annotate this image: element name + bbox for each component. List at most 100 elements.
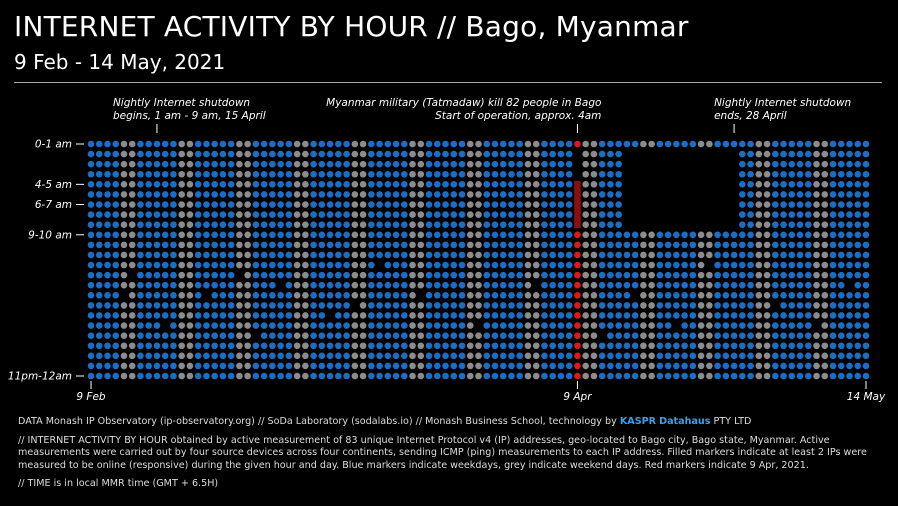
activity-dot (450, 342, 458, 350)
activity-dot (392, 352, 400, 360)
activity-dot (95, 221, 103, 228)
activity-dot (582, 271, 589, 279)
activity-dot (590, 150, 598, 158)
activity-dot (186, 271, 194, 279)
activity-dot (607, 181, 614, 188)
activity-dot (804, 251, 812, 259)
activity-dot (788, 332, 796, 339)
activity-dot (277, 241, 284, 249)
activity-dot (574, 352, 581, 360)
activity-dot (178, 251, 185, 259)
activity-dot (335, 221, 342, 228)
activity-dot (277, 191, 284, 198)
activity-dot (359, 150, 367, 158)
activity-dot (153, 332, 161, 339)
activity-dot (310, 251, 317, 259)
activity-dot (211, 150, 218, 158)
activity-dot (392, 170, 400, 178)
activity-dot (269, 271, 276, 279)
activity-dot (170, 191, 177, 198)
activity-dot (252, 191, 260, 198)
activity-dot (648, 271, 655, 279)
activity-dot (293, 271, 301, 279)
activity-dot (615, 140, 622, 148)
activity-dot (491, 292, 499, 299)
activity-dot (186, 372, 194, 380)
activity-dot (763, 312, 771, 319)
activity-dot (277, 292, 284, 299)
activity-dot (318, 322, 326, 329)
activity-dot (780, 251, 787, 259)
activity-dot (598, 241, 606, 249)
activity-dot (137, 352, 144, 360)
activity-dot (120, 160, 128, 168)
activity-dot (466, 221, 474, 228)
activity-dot (450, 372, 458, 380)
activity-dot (203, 261, 210, 269)
activity-dot (368, 211, 375, 218)
activity-dot (236, 221, 243, 228)
activity-dot (780, 261, 787, 269)
activity-dot (128, 372, 136, 380)
activity-dot (384, 191, 392, 198)
activity-dot (755, 271, 763, 279)
activity-dot (780, 322, 787, 329)
activity-dot (161, 362, 169, 370)
activity-dot (574, 261, 581, 269)
activity-dot (524, 281, 532, 289)
activity-dot (343, 292, 350, 299)
activity-dot (252, 170, 260, 178)
activity-dot (862, 352, 870, 360)
activity-dot (499, 302, 507, 309)
activity-dot (590, 241, 598, 249)
activity-dot (244, 292, 251, 299)
activity-dot (170, 352, 177, 360)
activity-dot (269, 302, 276, 309)
activity-dot (310, 312, 317, 319)
activity-dot (508, 221, 515, 228)
y-tick-label: 11pm-12am (8, 371, 72, 383)
activity-dot (203, 372, 210, 380)
activity-dot (714, 352, 721, 360)
activity-dot (178, 181, 185, 188)
activity-dot (730, 312, 738, 319)
activity-dot (714, 231, 721, 239)
activity-dot (433, 251, 441, 259)
activity-dot (491, 261, 499, 269)
activity-dot (236, 302, 243, 309)
activity-dot (211, 251, 218, 259)
activity-dot (854, 181, 862, 188)
activity-dot (747, 332, 754, 339)
activity-dot (631, 231, 639, 239)
activity-dot (128, 322, 136, 329)
activity-dot (747, 160, 754, 168)
activity-dot (590, 332, 598, 339)
activity-dot (491, 160, 499, 168)
activity-dot (104, 261, 111, 269)
activity-dot (516, 140, 524, 148)
activity-dot (466, 191, 474, 198)
activity-dot (557, 231, 565, 239)
chart-title: INTERNET ACTIVITY BY HOUR // Bago, Myanm… (14, 10, 689, 43)
activity-dot (194, 221, 202, 228)
activity-dot (565, 160, 573, 168)
activity-dot (128, 352, 136, 360)
activity-dot (194, 201, 202, 208)
activity-dot (532, 352, 540, 360)
activity-dot (302, 251, 309, 259)
activity-dot (772, 140, 779, 148)
activity-dot (458, 322, 466, 329)
activity-dot (269, 150, 276, 158)
annotation-text: Nightly Internet shutdown (113, 97, 250, 109)
activity-dot (128, 191, 136, 198)
activity-dot (574, 281, 581, 289)
activity-dot (293, 322, 301, 329)
activity-dot (400, 342, 408, 350)
activity-dot (384, 342, 392, 350)
activity-dot (227, 352, 235, 360)
activity-dot (161, 241, 169, 249)
activity-dot (194, 372, 202, 380)
activity-dot (796, 362, 804, 370)
activity-dot (607, 160, 614, 168)
activity-dot (145, 261, 153, 269)
